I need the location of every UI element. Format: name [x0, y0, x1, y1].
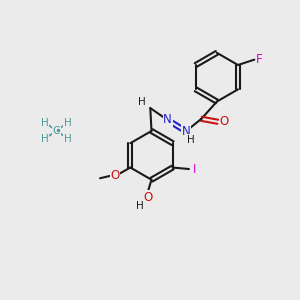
Text: H: H	[64, 134, 71, 144]
Text: H: H	[188, 135, 195, 145]
Text: O: O	[143, 191, 152, 204]
Text: H: H	[138, 97, 146, 106]
Text: N: N	[182, 125, 190, 138]
Text: O: O	[110, 169, 119, 182]
Text: H: H	[136, 201, 143, 211]
Text: H: H	[64, 118, 71, 128]
Text: F: F	[256, 52, 263, 66]
Text: C: C	[53, 126, 60, 136]
Text: N: N	[163, 113, 172, 127]
Text: I: I	[193, 163, 197, 176]
Text: H: H	[41, 118, 49, 128]
Text: H: H	[41, 134, 49, 144]
Text: O: O	[220, 115, 229, 128]
